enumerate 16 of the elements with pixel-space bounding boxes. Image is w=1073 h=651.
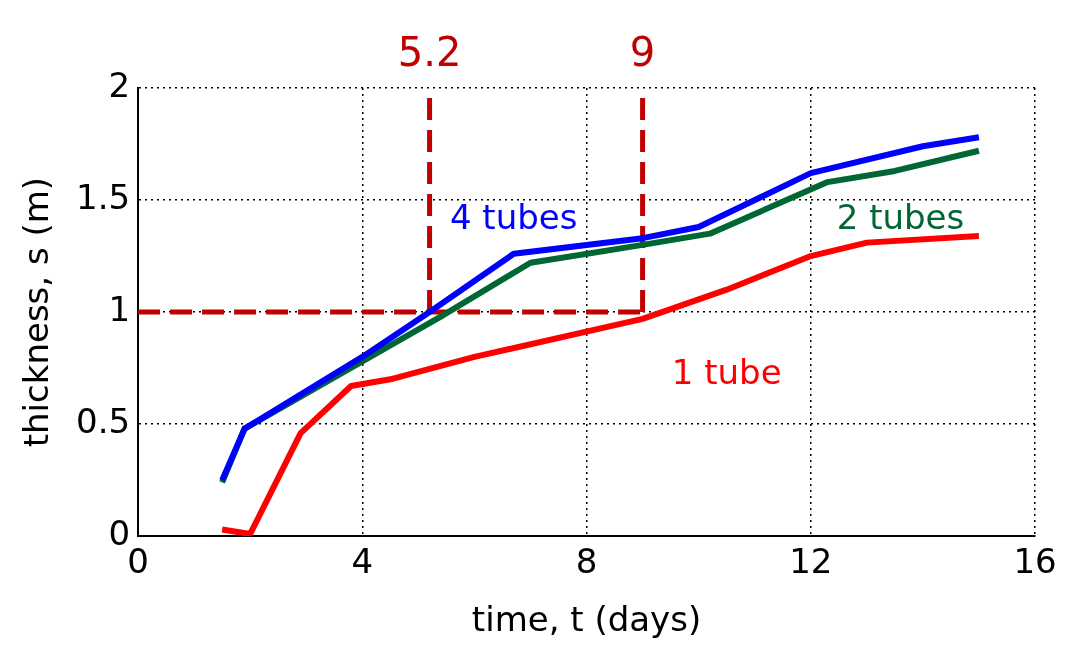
ref-line-label: 5.2 (397, 29, 462, 75)
series-label: 2 tubes (836, 197, 965, 238)
series-label: 4 tubes (449, 197, 578, 238)
x-tick-label: 12 (789, 541, 833, 582)
y-tick-label: 1.5 (75, 176, 131, 217)
y-tick-label: 0 (108, 513, 131, 554)
y-tick-label: 1 (108, 288, 131, 329)
y-tick-label: 2 (108, 64, 131, 105)
ref-line-label: 9 (629, 29, 656, 75)
x-tick-label: 16 (1013, 541, 1057, 582)
series-label: 1 tube (671, 351, 782, 392)
y-tick-label: 0.5 (75, 400, 131, 441)
x-tick-label: 4 (351, 541, 374, 582)
x-tick-label: 8 (575, 541, 598, 582)
x-axis-title: time, t (days) (471, 599, 702, 639)
y-axis-title: thickness, s (m) (16, 176, 56, 448)
